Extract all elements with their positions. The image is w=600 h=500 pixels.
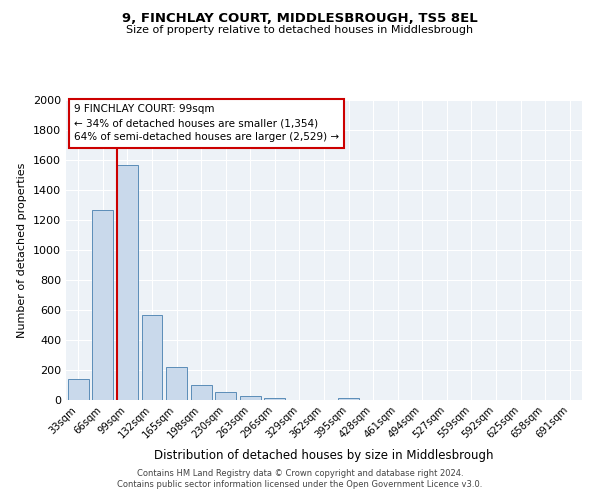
Text: 9 FINCHLAY COURT: 99sqm
← 34% of detached houses are smaller (1,354)
64% of semi: 9 FINCHLAY COURT: 99sqm ← 34% of detache… <box>74 104 339 142</box>
Text: 9, FINCHLAY COURT, MIDDLESBROUGH, TS5 8EL: 9, FINCHLAY COURT, MIDDLESBROUGH, TS5 8E… <box>122 12 478 26</box>
Bar <box>338 398 359 400</box>
Bar <box>240 396 261 400</box>
Bar <box>265 398 286 400</box>
Text: Contains public sector information licensed under the Open Government Licence v3: Contains public sector information licen… <box>118 480 482 489</box>
Bar <box>191 385 212 400</box>
Bar <box>215 392 236 400</box>
Y-axis label: Number of detached properties: Number of detached properties <box>17 162 28 338</box>
Bar <box>117 165 138 400</box>
Bar <box>92 210 113 400</box>
Bar <box>142 314 163 400</box>
Text: Contains HM Land Registry data © Crown copyright and database right 2024.: Contains HM Land Registry data © Crown c… <box>137 468 463 477</box>
X-axis label: Distribution of detached houses by size in Middlesbrough: Distribution of detached houses by size … <box>154 449 494 462</box>
Bar <box>166 367 187 400</box>
Text: Size of property relative to detached houses in Middlesbrough: Size of property relative to detached ho… <box>127 25 473 35</box>
Bar <box>68 379 89 400</box>
